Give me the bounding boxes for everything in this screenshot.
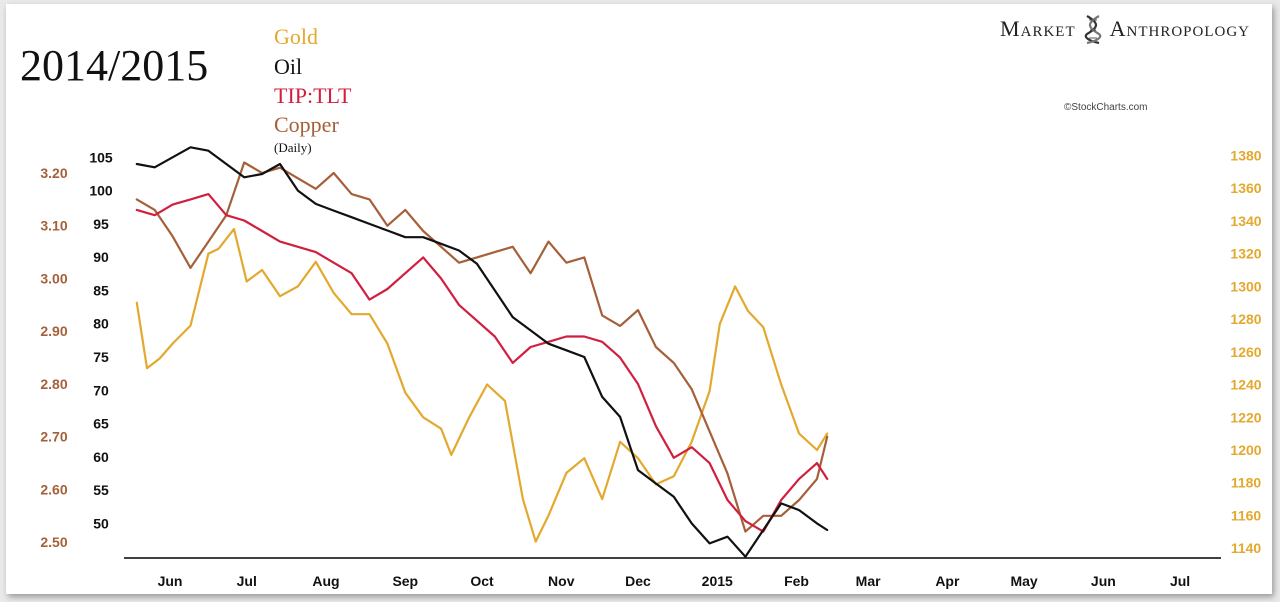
x-tick-label: Jul: [237, 573, 257, 589]
chart-canvas: Jun Jul Aug Sep Oct Nov Dec 2015 Feb Mar Apr May Jun…: [40, 146, 1262, 589]
copper-line: [135, 161, 829, 533]
series-layer: [135, 146, 829, 558]
oil-axis-tick: 100: [89, 183, 113, 199]
gold-axis-tick: 1180: [1231, 475, 1262, 491]
gold-axis-tick: 1380: [1230, 147, 1261, 163]
x-tick-label: Feb: [784, 573, 809, 589]
gold-axis-tick: 1260: [1230, 344, 1261, 360]
oil-line: [135, 146, 829, 558]
copper-axis-tick: 2.90: [40, 323, 67, 339]
copper-axis-tick: 2.60: [40, 481, 67, 497]
oil-axis-tick: 80: [93, 316, 109, 332]
legend-tip-tlt: TIP:TLT: [274, 83, 352, 108]
tip-tlt-line: [135, 193, 829, 533]
gold-axis-tick: 1220: [1230, 409, 1261, 425]
oil-axis-tick: 85: [93, 282, 109, 298]
x-tick-label: May: [1010, 573, 1037, 589]
legend-gold: Gold: [274, 24, 318, 49]
gold-axis-tick: 1360: [1230, 180, 1261, 196]
oil-axis-tick: 60: [93, 449, 109, 465]
brand-right-text: Anthropology: [1109, 16, 1250, 41]
chart-title: 2014/2015: [20, 41, 209, 90]
x-tick-label: 2015: [702, 573, 733, 589]
x-tick-label: Jun: [1091, 573, 1116, 589]
x-tick-label: Oct: [470, 573, 494, 589]
x-tick-label: Dec: [625, 573, 651, 589]
x-tick-label: Mar: [856, 573, 881, 589]
gold-axis-tick: 1240: [1230, 377, 1261, 393]
x-tick-label: Jun: [158, 573, 183, 589]
brand-left-text: Market: [1000, 16, 1076, 41]
gold-axis-tick: 1300: [1230, 278, 1261, 294]
oil-axis-tick: 55: [93, 482, 109, 498]
oil-axis-tick: 65: [93, 416, 109, 432]
oil-axis-tick: 105: [89, 149, 113, 165]
oil-axis-tick: 95: [93, 216, 109, 232]
oil-axis-tick: 50: [93, 515, 109, 531]
left-axes: 3.20 3.10 3.00 2.90 2.80 2.70 2.60 2.50 105 100 95…: [40, 149, 113, 550]
legend-copper: Copper: [274, 112, 339, 137]
gold-axis-tick: 1340: [1230, 213, 1261, 229]
gold-axis-tick: 1280: [1230, 311, 1261, 327]
gold-axis-tick: 1140: [1231, 540, 1262, 556]
oil-axis-tick: 75: [93, 349, 109, 365]
legend-oil: Oil: [274, 54, 303, 79]
copper-axis-tick: 2.70: [40, 429, 67, 445]
x-tick-label: Jul: [1170, 573, 1190, 589]
brand-logo: Market Anthropology: [1000, 14, 1250, 44]
x-tick-label: Apr: [935, 573, 960, 589]
copper-axis-tick: 3.00: [40, 270, 67, 286]
x-axis-ticks: Jun Jul Aug Sep Oct Nov Dec 2015 Feb Mar Apr May Jun…: [158, 573, 1191, 589]
copper-axis-tick: 3.20: [40, 165, 67, 181]
x-tick-label: Aug: [312, 573, 339, 589]
copper-axis-tick: 2.80: [40, 376, 67, 392]
gold-axis-tick: 1320: [1230, 246, 1261, 262]
chart-frame: Jun Jul Aug Sep Oct Nov Dec 2015 Feb Mar Apr May Jun…: [6, 4, 1272, 594]
gold-line: [135, 228, 829, 543]
right-axis: 1380 1360 1340 1320 1300 1280 1260 1240 1220 1200…: [1230, 147, 1261, 556]
x-tick-label: Nov: [548, 573, 575, 589]
copper-axis-tick: 3.10: [40, 218, 67, 234]
oil-axis-tick: 70: [93, 382, 109, 398]
copper-axis-tick: 2.50: [40, 534, 67, 550]
dna-helix-icon: [1084, 15, 1101, 44]
x-tick-label: Sep: [392, 573, 418, 589]
gold-axis-tick: 1200: [1230, 442, 1261, 458]
legend-frequency-note: (Daily): [274, 140, 312, 155]
stockcharts-credit: ©StockCharts.com: [1064, 102, 1148, 113]
gold-axis-tick: 1160: [1231, 507, 1262, 523]
oil-axis-tick: 90: [93, 249, 109, 265]
